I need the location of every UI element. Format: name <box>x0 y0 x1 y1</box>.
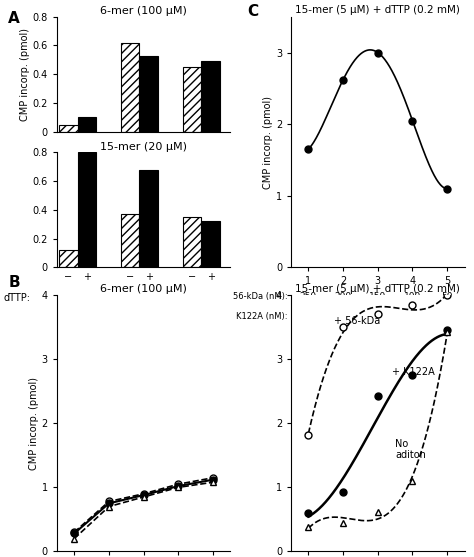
Text: dTTP:: dTTP: <box>4 292 31 302</box>
Bar <box>59 250 78 267</box>
Title: 15-mer (5 μM) + dTTP (0.2 mM): 15-mer (5 μM) + dTTP (0.2 mM) <box>295 285 460 295</box>
Text: No
aditon: No aditon <box>395 439 426 460</box>
Text: + 56-kDa: + 56-kDa <box>335 316 381 326</box>
Y-axis label: CMP incorp. (pmol): CMP incorp. (pmol) <box>263 96 273 188</box>
Bar <box>78 118 96 131</box>
Text: Primase
fragment: Primase fragment <box>181 316 222 335</box>
Bar <box>121 214 139 267</box>
Text: 63-kDa: 63-kDa <box>123 316 155 325</box>
Title: 6-mer (100 μM): 6-mer (100 μM) <box>100 285 187 295</box>
Bar <box>78 153 96 267</box>
Text: 150: 150 <box>369 292 386 301</box>
Text: 150: 150 <box>369 312 386 321</box>
Title: 6-mer (100 μM): 6-mer (100 μM) <box>100 6 187 16</box>
Text: 50: 50 <box>441 292 453 301</box>
Text: 250: 250 <box>438 312 456 321</box>
Bar <box>201 61 220 131</box>
Text: 100: 100 <box>404 292 421 301</box>
Bar <box>139 56 158 131</box>
Text: 56-kDa
& K122A: 56-kDa & K122A <box>58 316 97 335</box>
Text: B: B <box>9 275 20 290</box>
Bar <box>183 67 201 131</box>
Bar <box>139 170 158 267</box>
Text: K122A (nM):: K122A (nM): <box>236 312 288 321</box>
Text: 200: 200 <box>335 292 352 301</box>
Bar <box>121 42 139 131</box>
Text: 50: 50 <box>303 312 314 321</box>
Y-axis label: CMP incorp. (pmol): CMP incorp. (pmol) <box>20 28 30 121</box>
Title: 15-mer (5 μM) + dTTP (0.2 mM): 15-mer (5 μM) + dTTP (0.2 mM) <box>295 4 460 14</box>
Text: 100: 100 <box>335 312 352 321</box>
Text: 56-kDa (nM):: 56-kDa (nM): <box>233 292 288 301</box>
Text: C: C <box>248 4 259 19</box>
Text: + K122A: + K122A <box>392 367 434 377</box>
Text: A: A <box>9 11 20 26</box>
Bar <box>59 125 78 131</box>
Text: 250: 250 <box>300 292 317 301</box>
Bar <box>183 217 201 267</box>
Text: 200: 200 <box>404 312 421 321</box>
Y-axis label: CMP incorp. (pmol): CMP incorp. (pmol) <box>29 377 39 470</box>
Bar <box>201 221 220 267</box>
Title: 15-mer (20 μM): 15-mer (20 μM) <box>100 141 187 152</box>
